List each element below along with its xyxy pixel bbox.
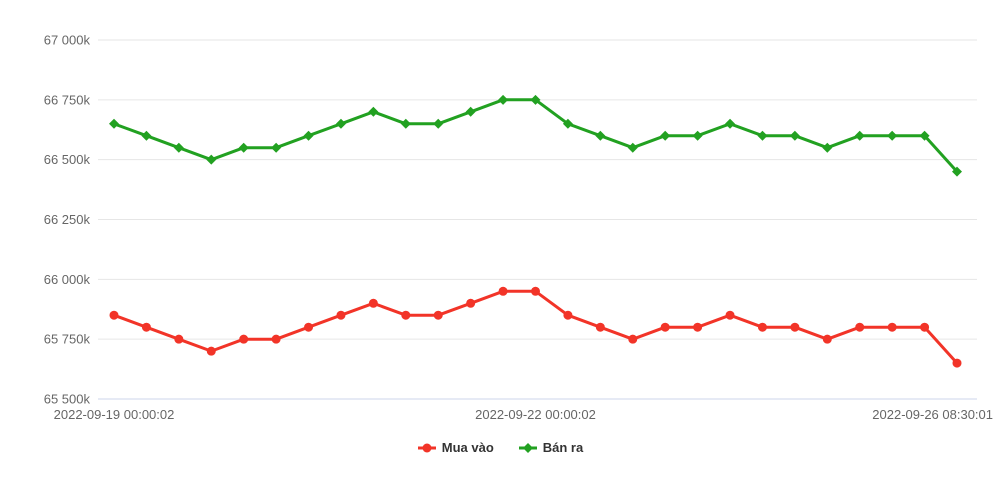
data-point-marker[interactable] [368, 106, 379, 117]
data-point-marker[interactable] [336, 310, 346, 320]
y-axis-label: 66 000k [44, 272, 91, 287]
data-point-marker[interactable] [660, 322, 670, 332]
data-point-marker[interactable] [627, 142, 638, 153]
data-point-marker[interactable] [952, 166, 962, 177]
data-point-marker[interactable] [919, 130, 930, 141]
chart-plot-area: 65 500k 65 750k 66 000k 66 250k 66 500k 66 75… [44, 33, 993, 423]
data-point-marker[interactable] [595, 130, 606, 141]
data-point-marker[interactable] [530, 94, 541, 105]
data-point-marker[interactable] [822, 142, 833, 153]
data-point-marker[interactable] [498, 94, 509, 105]
legend-item-ban-ra[interactable]: Bán ra [518, 440, 583, 455]
legend-label: Mua vào [441, 440, 494, 455]
y-axis-label: 66 500k [44, 152, 91, 167]
data-point-marker[interactable] [854, 130, 865, 141]
data-point-marker[interactable] [466, 298, 476, 308]
y-axis-label: 65 500k [44, 392, 91, 407]
data-point-marker[interactable] [141, 322, 151, 332]
data-point-marker[interactable] [141, 130, 152, 141]
data-point-marker[interactable] [692, 130, 703, 141]
data-point-marker[interactable] [790, 322, 800, 332]
data-point-marker[interactable] [660, 130, 671, 141]
chart-legend: Mua vào Bán ra [0, 440, 1000, 455]
data-point-marker[interactable] [303, 130, 314, 141]
data-point-marker[interactable] [563, 310, 573, 320]
data-point-marker[interactable] [368, 298, 378, 308]
data-point-marker[interactable] [725, 310, 735, 320]
series-line-ban-ra [112, 98, 959, 174]
data-point-marker[interactable] [239, 334, 249, 344]
data-point-marker[interactable] [725, 118, 736, 129]
data-point-marker[interactable] [855, 322, 865, 332]
legend-item-mua-vao[interactable]: Mua vào [417, 440, 494, 455]
data-point-marker[interactable] [206, 154, 217, 165]
circle-marker-icon [417, 443, 436, 452]
data-point-marker[interactable] [887, 322, 897, 332]
data-point-marker[interactable] [887, 130, 898, 141]
data-point-marker[interactable] [920, 322, 930, 332]
data-point-marker[interactable] [174, 334, 184, 344]
data-point-marker[interactable] [562, 118, 573, 129]
data-point-marker[interactable] [401, 310, 411, 320]
data-point-marker[interactable] [206, 346, 216, 356]
y-axis-label: 65 750k [44, 332, 91, 347]
data-point-marker[interactable] [304, 322, 314, 332]
data-point-marker[interactable] [693, 322, 703, 332]
data-point-marker[interactable] [757, 322, 767, 332]
data-point-marker[interactable] [531, 286, 540, 296]
data-point-marker[interactable] [595, 322, 605, 332]
y-axis-label: 66 750k [44, 92, 91, 107]
data-point-marker[interactable] [335, 118, 346, 129]
data-point-marker[interactable] [952, 358, 962, 368]
data-point-marker[interactable] [498, 286, 508, 296]
data-point-marker[interactable] [109, 310, 119, 320]
x-axis-label: 2022-09-26 08:30:01 [872, 407, 993, 422]
y-axis-label: 66 250k [44, 212, 91, 227]
data-point-marker[interactable] [173, 142, 184, 153]
data-point-marker[interactable] [271, 334, 281, 344]
data-point-marker[interactable] [465, 106, 476, 117]
diamond-marker-icon [518, 442, 537, 453]
data-point-marker[interactable] [757, 130, 768, 141]
data-point-marker[interactable] [628, 334, 638, 344]
data-point-marker[interactable] [822, 334, 832, 344]
y-axis-label: 67 000k [44, 33, 91, 48]
data-point-marker[interactable] [433, 310, 443, 320]
data-point-marker[interactable] [109, 118, 119, 129]
series-line-mua-vao [112, 289, 959, 365]
x-axis-label: 2022-09-19 00:00:02 [54, 407, 175, 422]
data-point-marker[interactable] [789, 130, 800, 141]
data-point-marker[interactable] [433, 118, 444, 129]
legend-label: Bán ra [542, 440, 584, 455]
data-point-marker[interactable] [238, 142, 249, 153]
data-point-marker[interactable] [271, 142, 282, 153]
x-axis-label: 2022-09-22 00:00:02 [475, 407, 596, 422]
data-point-marker[interactable] [400, 118, 411, 129]
